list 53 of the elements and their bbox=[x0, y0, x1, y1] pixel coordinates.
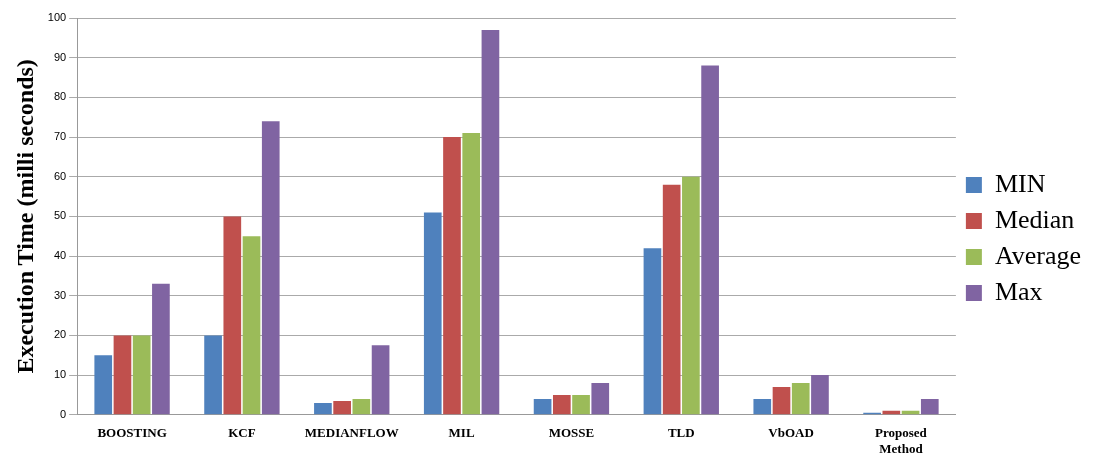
bar bbox=[94, 355, 113, 415]
bar bbox=[242, 236, 261, 415]
bar bbox=[643, 248, 662, 415]
bar bbox=[662, 184, 681, 415]
bar bbox=[371, 345, 390, 415]
bar bbox=[591, 383, 610, 415]
bar bbox=[113, 335, 132, 415]
y-tick-label: 50 bbox=[53, 209, 67, 222]
bar bbox=[701, 65, 719, 415]
y-tick-label: 20 bbox=[53, 328, 67, 341]
y-tick-label: 100 bbox=[47, 11, 67, 24]
bar bbox=[443, 137, 461, 415]
y-tick-label: 10 bbox=[53, 368, 67, 381]
bar bbox=[791, 383, 810, 415]
bar bbox=[772, 387, 791, 415]
bar bbox=[204, 335, 222, 415]
bar bbox=[481, 29, 500, 415]
x-tick-label: KCF bbox=[228, 424, 256, 440]
bar bbox=[920, 398, 939, 415]
bar bbox=[314, 402, 332, 415]
y-tick-label: 90 bbox=[53, 50, 67, 63]
bar bbox=[132, 335, 151, 415]
bar bbox=[462, 133, 481, 415]
bar bbox=[352, 398, 371, 415]
legend-label: Max bbox=[994, 276, 1043, 306]
bar bbox=[423, 212, 442, 415]
x-tick-label: TLD bbox=[667, 424, 695, 440]
x-tick-label: MOSSE bbox=[548, 424, 595, 440]
bar bbox=[152, 283, 170, 415]
y-tick-label: 30 bbox=[53, 288, 67, 301]
legend-label: MIN bbox=[994, 168, 1046, 198]
x-tick-label: Proposed Method bbox=[875, 424, 928, 456]
x-tick-label: BOOSTING bbox=[97, 424, 167, 440]
bar bbox=[753, 398, 772, 415]
x-tick-label: MIL bbox=[448, 424, 475, 440]
x-tick-label: MEDIANFLOW bbox=[304, 424, 399, 440]
legend-label: Average bbox=[994, 240, 1081, 270]
y-tick-label: 60 bbox=[53, 169, 67, 182]
y-tick-label: 70 bbox=[53, 130, 67, 143]
y-axis-title: Execution Time (milli seconds) bbox=[11, 59, 38, 374]
bar bbox=[552, 394, 571, 415]
y-tick-label: 0 bbox=[60, 407, 67, 420]
y-tick-label: 40 bbox=[53, 249, 67, 262]
bar bbox=[223, 216, 242, 415]
bar bbox=[261, 121, 280, 415]
x-tick-label: VbOAD bbox=[768, 424, 814, 440]
bar bbox=[682, 176, 700, 415]
bar bbox=[533, 398, 552, 415]
bar bbox=[572, 394, 590, 415]
bar bbox=[333, 400, 351, 415]
y-tick-label: 80 bbox=[53, 90, 67, 103]
bar bbox=[811, 375, 829, 415]
legend-label: Median bbox=[994, 204, 1075, 234]
